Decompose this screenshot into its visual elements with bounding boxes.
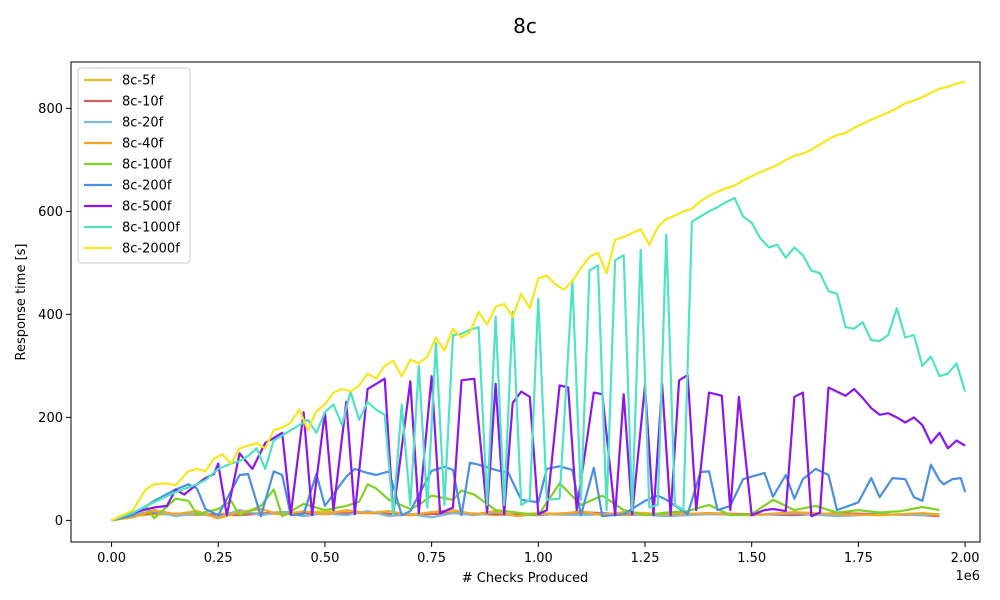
x-tick-label: 1.75 [844, 551, 873, 566]
legend-label: 8c-5f [122, 74, 155, 89]
legend: 8c-5f 8c-10f 8c-20f 8c-40f 8c-100f 8c-200f 8c-… [77, 67, 191, 264]
x-axis: 0.00 0.25 0.50 0.75 1.00 1.25 1.50 1.75 2.00 [97, 542, 980, 566]
y-tick-label: 200 [38, 411, 63, 426]
legend-box [77, 67, 191, 264]
legend-label: 8c-100f [122, 158, 172, 173]
y-axis-label: Response time [s] [14, 244, 29, 361]
legend-label: 8c-20f [122, 116, 164, 131]
x-tick-label: 0.75 [417, 551, 446, 566]
y-tick-label: 0 [55, 514, 63, 529]
chart-title: 8c [513, 14, 537, 38]
legend-label: 8c-1000f [122, 221, 180, 236]
y-axis: 0 200 400 600 800 [38, 102, 71, 529]
x-axis-offset-label: 1e6 [955, 569, 980, 584]
series-lines [111, 80, 967, 522]
x-tick-label: 1.25 [631, 551, 660, 566]
x-tick-label: 0.25 [204, 551, 233, 566]
legend-label: 8c-500f [122, 200, 172, 215]
y-tick-label: 400 [38, 308, 63, 323]
x-tick-label: 2.00 [951, 551, 980, 566]
legend-label: 8c-40f [122, 137, 164, 152]
x-tick-label: 1.00 [524, 551, 553, 566]
x-tick-label: 1.50 [737, 551, 766, 566]
y-tick-label: 600 [38, 205, 63, 220]
series-line-8c-2000f [111, 80, 966, 522]
series-line-8c-500f [111, 374, 966, 522]
plot-frame [70, 61, 981, 543]
y-tick-label: 800 [38, 102, 63, 117]
x-axis-label: # Checks Produced [462, 571, 588, 586]
x-tick-label: 0.00 [97, 551, 126, 566]
legend-label: 8c-200f [122, 179, 172, 194]
legend-label: 8c-2000f [122, 242, 180, 257]
legend-label: 8c-10f [122, 95, 164, 110]
x-tick-label: 0.50 [310, 551, 339, 566]
series-line-8c-200f [111, 461, 967, 522]
series-line-8c-1000f [111, 196, 967, 522]
